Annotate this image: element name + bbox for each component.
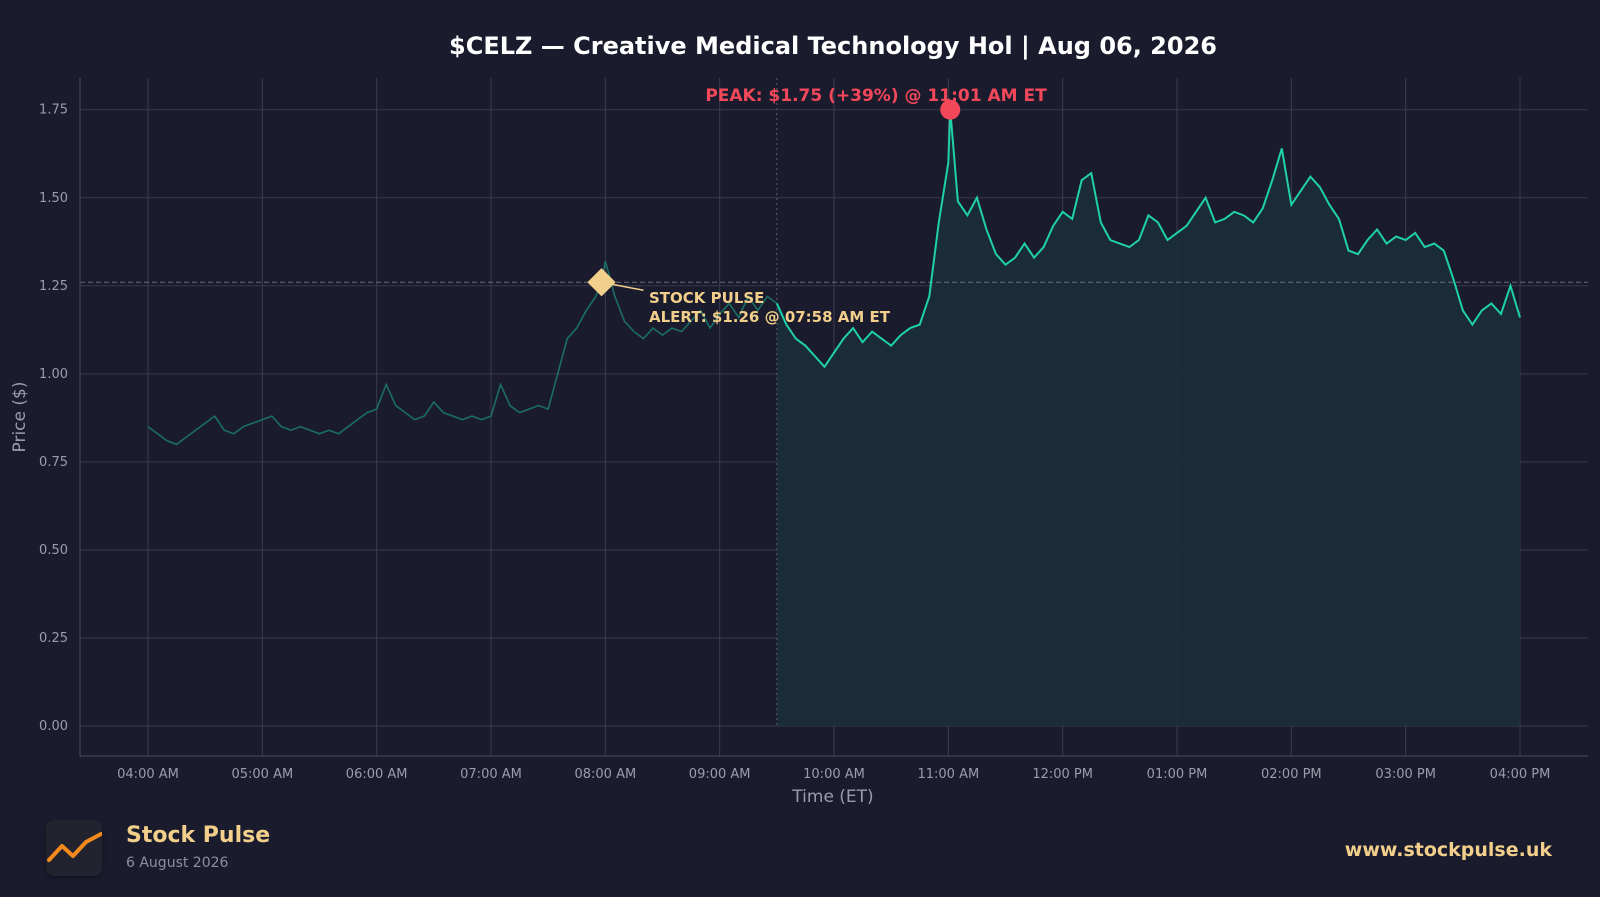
y-tick-label: 1.50 (39, 191, 68, 206)
y-tick-label: 1.00 (39, 367, 68, 382)
y-tick-label: 0.75 (39, 455, 68, 470)
peak-label: PEAK: $1.75 (+39%) @ 11:01 AM ET (705, 86, 1047, 106)
price-lines (147, 109, 1521, 446)
premarket-price-line (147, 260, 778, 446)
stock-pulse-logo (46, 820, 103, 876)
footer-date: 6 August 2026 (126, 855, 229, 871)
footer-url[interactable]: www.stockpulse.uk (1344, 839, 1552, 861)
axis-ticks: 0.00 0.25 0.50 0.75 1.00 1.25 1.50 1.75 04:00 AM… (39, 103, 1550, 782)
x-tick-label: 08:00 AM (574, 767, 636, 782)
alert-label-line2: ALERT: $1.26 @ 07:58 AM ET (649, 308, 891, 326)
x-tick-label: 04:00 AM (117, 767, 179, 782)
peak-marker (940, 99, 961, 120)
alert-label-line1: STOCK PULSE (649, 289, 764, 307)
y-tick-label: 0.50 (39, 543, 68, 558)
x-axis-label: Time (ET) (791, 787, 873, 807)
x-tick-label: 09:00 AM (689, 767, 751, 782)
x-tick-label: 12:00 PM (1032, 767, 1093, 782)
x-tick-label: 04:00 PM (1490, 767, 1551, 782)
regular-session-fill (776, 109, 1520, 727)
y-tick-label: 0.25 (39, 631, 68, 646)
footer-brand: Stock Pulse (126, 823, 271, 848)
x-tick-label: 11:00 AM (917, 767, 979, 782)
regular-session-price-line (775, 109, 1521, 369)
trend-line-icon (47, 832, 103, 862)
x-tick-label: 01:00 PM (1147, 767, 1208, 782)
x-tick-label: 07:00 AM (460, 767, 522, 782)
x-tick-label: 06:00 AM (346, 767, 408, 782)
x-tick-label: 10:00 AM (803, 767, 865, 782)
y-tick-label: 0.00 (39, 719, 68, 734)
x-tick-label: 03:00 PM (1375, 767, 1436, 782)
chart-title: $CELZ — Creative Medical Technology Hol … (449, 32, 1217, 60)
y-tick-label: 1.25 (39, 279, 68, 294)
y-tick-label: 1.75 (39, 103, 68, 118)
alert-marker (587, 268, 616, 297)
x-tick-label: 05:00 AM (231, 767, 293, 782)
annotations (587, 99, 961, 297)
x-tick-label: 02:00 PM (1261, 767, 1322, 782)
y-axis-label: Price ($) (10, 382, 30, 453)
price-fill-area (80, 78, 1588, 727)
